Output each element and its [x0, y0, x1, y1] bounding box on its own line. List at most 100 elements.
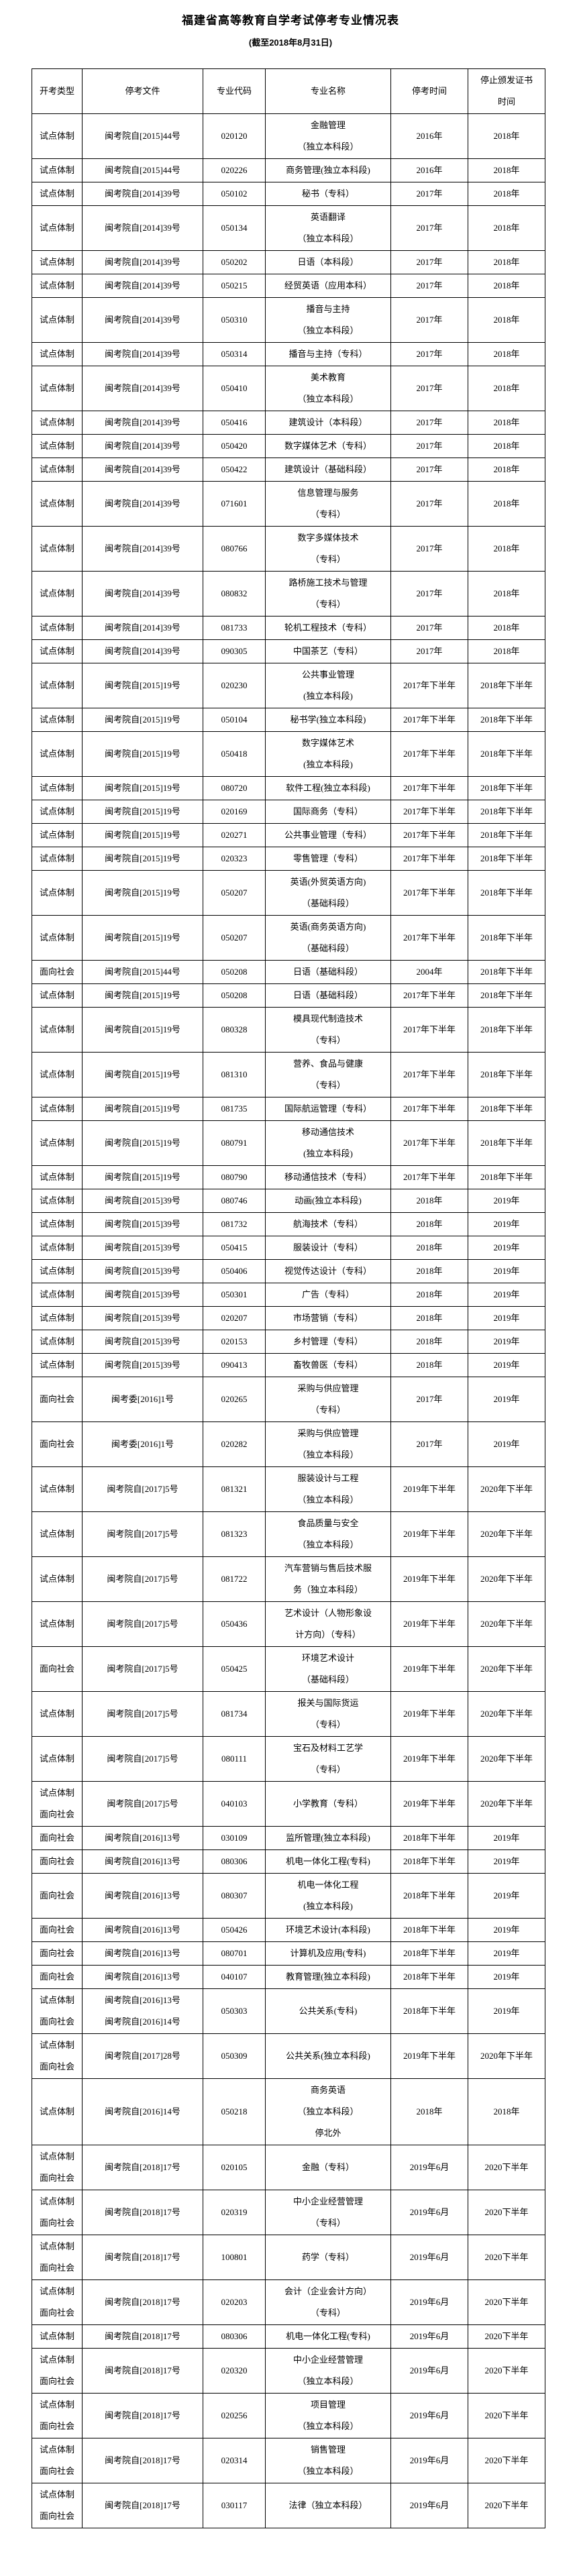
cell: 080832 [203, 571, 266, 616]
cell: 试点体制 [32, 1052, 83, 1097]
cell: 2018年 [468, 205, 545, 251]
cell: 闽考院自[2015]19号 [82, 663, 203, 708]
cell: 2018年 [468, 2078, 545, 2145]
cell: 试点体制 [32, 342, 83, 366]
cell: 试点体制 [32, 250, 83, 274]
cell: 2018年 [468, 274, 545, 298]
cell: 公共事业管理 (独立本科段) [265, 663, 391, 708]
cell: 2019年下半年 [390, 1736, 468, 1782]
cell: 汽车营销与售后技术服 务（独立本科段） [265, 1556, 391, 1602]
cell: 2017年下半年 [390, 823, 468, 847]
cell: 2017年下半年 [390, 1007, 468, 1053]
cell: 2018年 [390, 1259, 468, 1283]
cell: 闽考院自[2017]5号 [82, 1691, 203, 1737]
cell: 试点体制 [32, 366, 83, 411]
cell: 试点体制 面向社会 [32, 2438, 83, 2483]
cell: 试点体制 [32, 1097, 83, 1121]
cell: 2018年下半年 [390, 1941, 468, 1966]
cell: 中小企业经营管理 （独立本科段） [265, 2348, 391, 2394]
table-row: 试点体制 面向社会 闽考院自[2018]17号 030117 法律（独立本科段） 2019… [32, 2483, 545, 2528]
cell: 面向社会 [32, 1646, 83, 1692]
cell: 会计（企业会计方向） （专科） [265, 2279, 391, 2325]
cell: 050303 [203, 1988, 266, 2034]
cell: 080791 [203, 1120, 266, 1166]
cell: 050104 [203, 708, 266, 732]
cell: 机电一体化工程 (独立本科段) [265, 1873, 391, 1919]
cell: 闽考院自[2018]17号 [82, 2279, 203, 2325]
cell: 闽考院自[2016]13号 闽考院自[2016]14号 [82, 1988, 203, 2034]
cell: 2020下半年 [468, 2235, 545, 2280]
cell: 闽考院自[2014]39号 [82, 342, 203, 366]
cell: 2018年 [390, 1353, 468, 1377]
table-row: 面向社会 闽考委[2016]1号 020282 采购与供应管理 （独立本科段） 2017年… [32, 1421, 545, 1467]
table-row: 试点体制 面向社会 闽考院自[2018]17号 020314 销售管理 （独立本科段） 20… [32, 2438, 545, 2483]
cell: 2020下半年 [468, 2279, 545, 2325]
cell: 机电一体化工程(专科) [265, 1849, 391, 1874]
cell: 试点体制 [32, 776, 83, 800]
cell: 闽考院自[2015]19号 [82, 708, 203, 732]
cell: 050418 [203, 731, 266, 777]
cell: 试点体制 面向社会 [32, 2145, 83, 2190]
cell: 2017年 [390, 250, 468, 274]
cell: 2017年 [390, 1377, 468, 1422]
cell: 050406 [203, 1259, 266, 1283]
cell: 广告（专科） [265, 1283, 391, 1307]
cell: 2018年下半年 [468, 823, 545, 847]
cell: 试点体制 面向社会 [32, 2279, 83, 2325]
cell: 2020下半年 [468, 2438, 545, 2483]
cell: 2018年 [468, 481, 545, 527]
cell: 020314 [203, 2438, 266, 2483]
cell: 2019年6月 [390, 2190, 468, 2235]
cell: 2017年 [390, 205, 468, 251]
cell: 试点体制 [32, 274, 83, 298]
cell: 2017年下半年 [390, 870, 468, 916]
cell: 020207 [203, 1306, 266, 1330]
cell: 闽考院自[2015]19号 [82, 847, 203, 871]
cell: 020230 [203, 663, 266, 708]
cell: 试点体制 [32, 1691, 83, 1737]
cell: 2018年 [468, 571, 545, 616]
cell: 2019年下半年 [390, 1556, 468, 1602]
table-row: 试点体制 闽考院自[2015]44号 020120 金融管理 （独立本科段） 2016年 2… [32, 113, 545, 159]
cell: 020226 [203, 158, 266, 182]
cell: 2020年下半年 [468, 1601, 545, 1647]
column-header: 专业名称 [265, 68, 391, 114]
cell: 2018年 [468, 526, 545, 572]
table-row: 试点体制 闽考院自[2017]5号 050436 艺术设计（人物形象设 计方向）（专科）… [32, 1601, 545, 1647]
cell: 试点体制 [32, 1556, 83, 1602]
cell: 试点体制 [32, 1259, 83, 1283]
cell: 2019年 [468, 1849, 545, 1874]
cell: 数字多媒体技术 （专科） [265, 526, 391, 572]
cell: 2018年 [468, 411, 545, 435]
cell: 2017年下半年 [390, 915, 468, 961]
cell: 2020下半年 [468, 2348, 545, 2394]
table-row: 试点体制 闽考院自[2015]19号 080328 模具现代制造技术 （专科） 2017年… [32, 1007, 545, 1053]
cell: 试点体制 [32, 2324, 83, 2349]
cell: 2019年下半年 [390, 1601, 468, 1647]
cell: 商务英语 （独立本科段） 停北外 [265, 2078, 391, 2145]
cell: 2018年下半年 [390, 1965, 468, 1989]
cell: 080720 [203, 776, 266, 800]
cell: 081732 [203, 1212, 266, 1236]
cell: 试点体制 [32, 1007, 83, 1053]
table-row: 面向社会 闽考院自[2016]13号 050426 环境艺术设计(本科段) 2018年下… [32, 1918, 545, 1942]
cell: 2018年下半年 [468, 870, 545, 916]
cell: 动画(独立本科段) [265, 1189, 391, 1213]
cell: 080328 [203, 1007, 266, 1053]
cell: 2019年6月 [390, 2483, 468, 2528]
cell: 试点体制 [32, 731, 83, 777]
cell: 试点体制 [32, 616, 83, 640]
table-row: 试点体制 闽考院自[2017]5号 081323 食品质量与安全 （独立本科段） 2019… [32, 1511, 545, 1557]
cell: 试点体制 [32, 1306, 83, 1330]
cell: 试点体制 面向社会 [32, 1988, 83, 2034]
cell: 闽考院自[2017]5号 [82, 1601, 203, 1647]
cell: 闽考院自[2014]39号 [82, 434, 203, 458]
table-row: 面向社会 闽考院自[2016]13号 040107 教育管理(独立本科段) 2018年下… [32, 1965, 545, 1989]
cell: 2017年 [390, 434, 468, 458]
cell: 闽考院自[2015]19号 [82, 800, 203, 824]
table-row: 试点体制 闽考院自[2014]39号 080832 路桥施工技术与管理 （专科） 2017… [32, 571, 545, 616]
cell: 航海技术（专科） [265, 1212, 391, 1236]
cell: 2017年 [390, 616, 468, 640]
cell: 闽考院自[2016]13号 [82, 1941, 203, 1966]
cell: 商务管理(独立本科段) [265, 158, 391, 182]
